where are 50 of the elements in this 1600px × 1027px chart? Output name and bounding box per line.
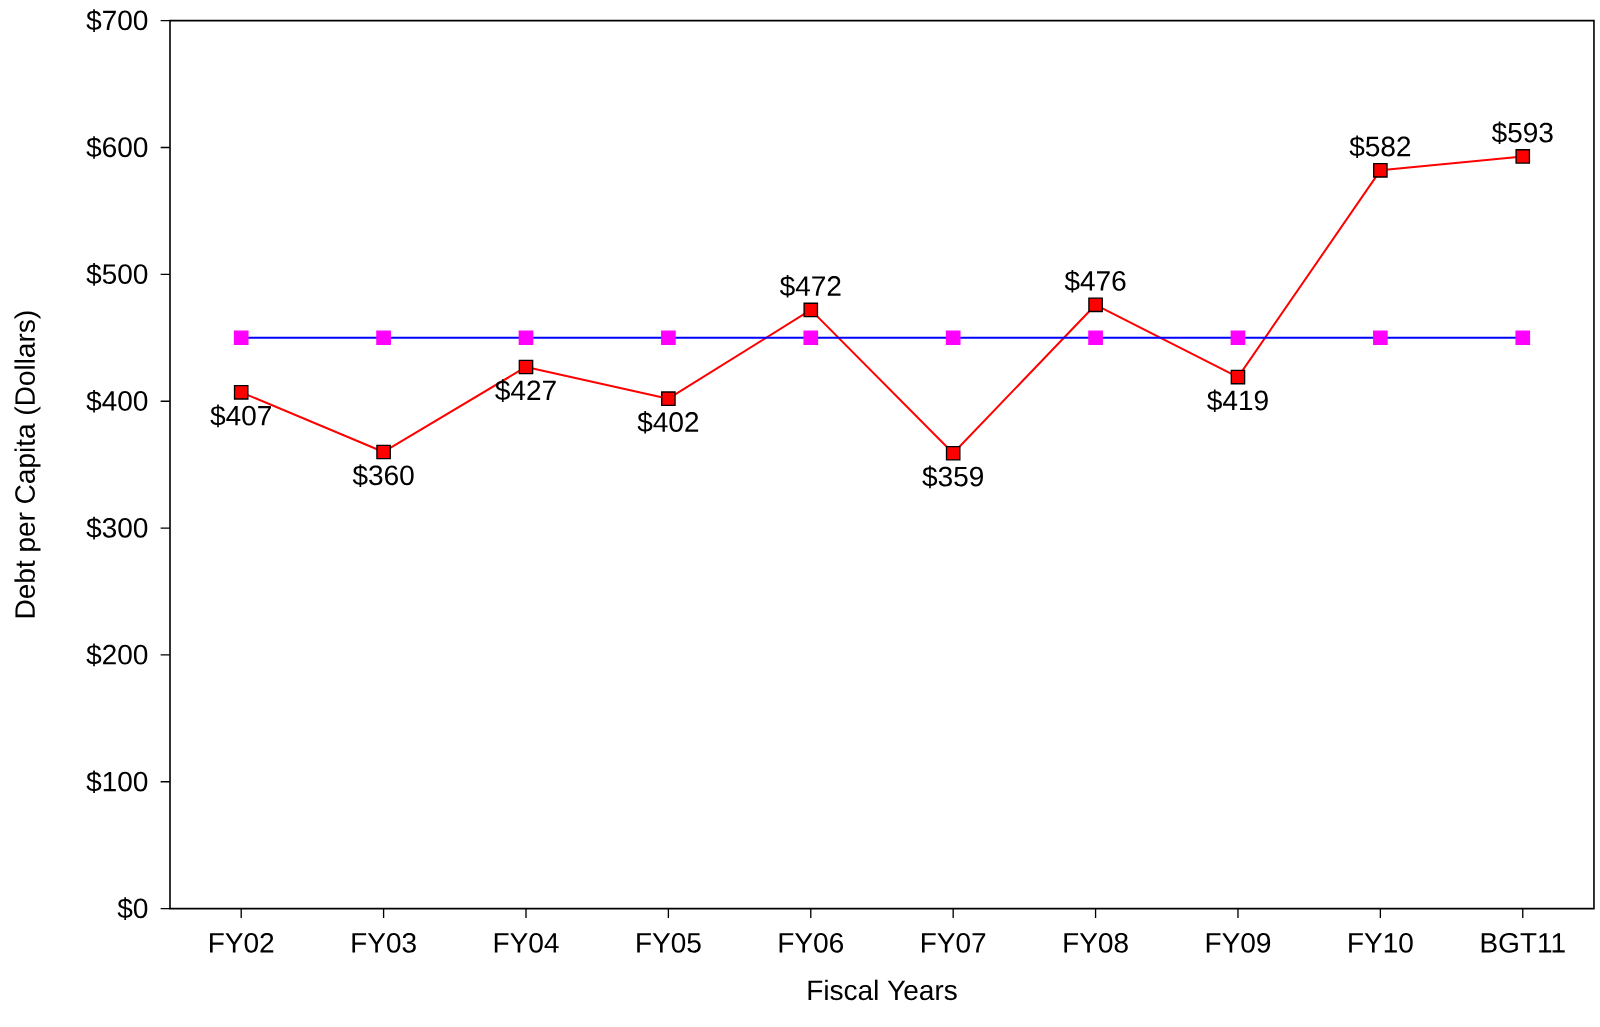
x-tick-label: FY06 — [779, 933, 844, 953]
data-label: $476 — [1064, 270, 1126, 293]
data-label: $359 — [922, 465, 983, 489]
data-label: $407 — [210, 404, 271, 428]
data-label: $360 — [352, 464, 414, 488]
point — [1088, 297, 1103, 313]
point — [376, 330, 391, 346]
y-tick-label: $600 — [86, 136, 148, 160]
point — [518, 330, 534, 346]
x-tick-label: FY08 — [1064, 933, 1128, 953]
point — [945, 330, 961, 346]
y-tick-label: $300 — [86, 516, 148, 540]
data-label: $402 — [637, 411, 699, 434]
y-tick-label: $400 — [86, 390, 148, 413]
x-axis-title: Fiscal Years — [808, 979, 957, 1001]
point — [1088, 330, 1103, 346]
y-tick-label: $700 — [86, 9, 148, 33]
point — [1373, 330, 1388, 346]
point — [1373, 163, 1388, 178]
data-label: $593 — [1491, 121, 1553, 145]
point — [803, 330, 819, 346]
data-label: $419 — [1207, 389, 1268, 413]
point — [1515, 330, 1531, 346]
y-axis-title: Debt per Capita (Dollars) — [14, 311, 41, 618]
x-tick-label: FY07 — [922, 933, 986, 953]
y-tick-label: $100 — [86, 770, 148, 794]
x-tick-label: FY04 — [494, 933, 559, 953]
point — [945, 446, 961, 461]
x-tick-label: FY09 — [1206, 933, 1271, 953]
x-tick-label: FY05 — [637, 933, 701, 953]
data-label: $427 — [495, 379, 556, 403]
y-tick-label: $200 — [86, 643, 148, 667]
x-tick-label: BGT11 — [1481, 933, 1565, 953]
point — [661, 391, 676, 407]
x-tick-label: FY03 — [352, 933, 416, 953]
y-tick-label: $500 — [86, 263, 148, 286]
point — [1230, 369, 1246, 385]
point — [661, 330, 676, 346]
y-tick-label: $0 — [117, 897, 148, 921]
x-tick-label: FY02 — [210, 933, 274, 953]
data-label: $582 — [1349, 135, 1411, 159]
point — [1515, 149, 1531, 164]
point — [1230, 330, 1246, 346]
point — [803, 302, 819, 318]
point — [376, 444, 391, 460]
x-tick-label: FY10 — [1349, 933, 1413, 953]
point — [233, 385, 249, 400]
point — [233, 330, 249, 346]
point — [518, 359, 534, 375]
data-label: $472 — [779, 275, 841, 298]
